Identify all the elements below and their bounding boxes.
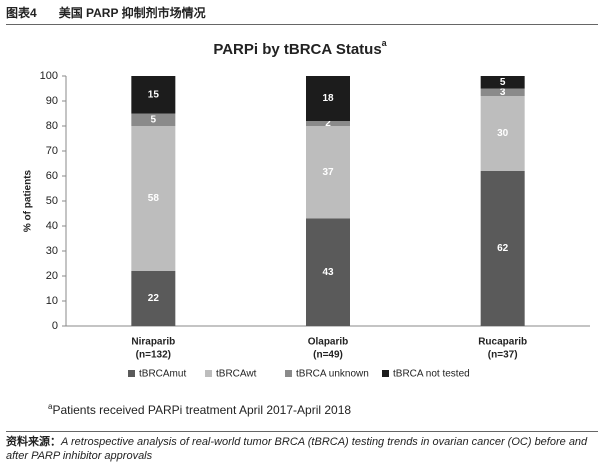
value-label: 15 (148, 89, 160, 100)
source-text: A retrospective analysis of real-world t… (6, 436, 588, 462)
value-label: 5 (500, 77, 506, 88)
bar-segment (480, 76, 525, 89)
value-label: 30 (497, 128, 509, 139)
legend-swatch (128, 370, 135, 377)
y-tick-label: 0 (52, 320, 58, 332)
value-label: 5 (151, 114, 157, 125)
value-label: 3 (500, 87, 506, 98)
bar-segment (306, 121, 350, 126)
x-tick-note: (n=49) (313, 350, 343, 361)
value-label: 18 (322, 93, 334, 104)
y-tick-label: 60 (46, 170, 58, 182)
bar-segment (131, 126, 176, 271)
source-label: 资料来源： (6, 436, 61, 448)
x-tick-note: (n=132) (136, 350, 171, 361)
value-label: 37 (322, 167, 334, 178)
value-label: 22 (148, 293, 160, 304)
legend-label: tBRCA unknown (296, 369, 369, 380)
title-text: PARPi by tBRCA Status (213, 41, 381, 58)
x-tick-label: Rucaparib (478, 337, 527, 348)
legend-label: tBRCA not tested (393, 369, 470, 380)
x-tick-label: Niraparib (131, 337, 175, 348)
bar-segment (480, 96, 525, 171)
y-tick-label: 30 (46, 245, 58, 257)
bar-segment (480, 171, 525, 326)
value-label: 2 (325, 118, 331, 129)
bar-segment (306, 126, 350, 219)
footnote: aPatients received PARPi treatment April… (48, 402, 351, 417)
bar-segment (306, 76, 350, 121)
value-label: 43 (322, 267, 334, 278)
y-tick-label: 80 (46, 120, 58, 132)
legend-label: tBRCAmut (139, 369, 186, 380)
legend-swatch (382, 370, 389, 377)
y-tick-label: 20 (46, 270, 58, 282)
bar-segment (131, 271, 176, 326)
y-tick-label: 90 (46, 95, 58, 107)
value-label: 58 (148, 193, 160, 204)
y-tick-label: 100 (40, 70, 58, 82)
chart-title: PARPi by tBRCA Statusa (213, 38, 387, 58)
legend-swatch (205, 370, 212, 377)
header: 图表4 美国 PARP 抑制剂市场情况 (6, 4, 598, 25)
x-tick-label: Olaparib (308, 337, 349, 348)
value-label: 62 (497, 243, 509, 254)
footnote-text: Patients received PARPi treatment April … (52, 403, 351, 417)
title-marker: a (382, 38, 388, 48)
bar-segment (131, 113, 176, 126)
header-label: 图表4 (6, 6, 37, 20)
y-tick-label: 50 (46, 195, 58, 207)
y-tick-label: 10 (46, 295, 58, 307)
y-tick-label: 70 (46, 145, 58, 157)
y-axis-label: % of patients (23, 169, 34, 232)
header-title: 美国 PARP 抑制剂市场情况 (58, 6, 206, 20)
chart: PARPi by tBRCA Statusa % of patients aPa… (23, 38, 590, 417)
bar-segment (131, 76, 176, 114)
y-tick-label: 40 (46, 220, 58, 232)
footnote-marker: a (48, 402, 53, 411)
bar-segment (480, 88, 525, 96)
x-tick-note: (n=37) (488, 350, 518, 361)
source: 资料来源：A retrospective analysis of real-wo… (6, 431, 598, 463)
legend-swatch (285, 370, 292, 377)
legend-label: tBRCAwt (216, 369, 257, 380)
bar-segment (306, 218, 350, 326)
